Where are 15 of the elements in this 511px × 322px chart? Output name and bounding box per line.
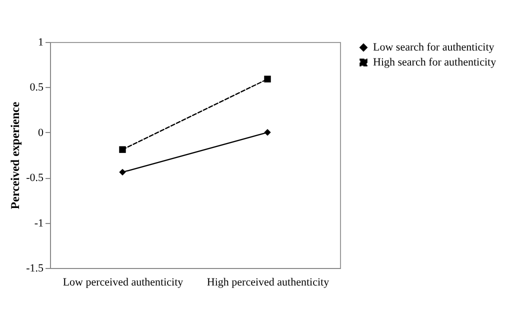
x-tick-label: Low perceived authenticity xyxy=(62,276,184,288)
y-axis-title: Perceived experience xyxy=(8,101,22,210)
y-tick-label: 0 xyxy=(38,126,44,139)
y-tick-label: -0.5 xyxy=(26,172,44,184)
point xyxy=(264,76,271,82)
point xyxy=(119,168,126,176)
x-tick-label: High perceived authenticity xyxy=(206,276,330,288)
y-tick-label: 0.5 xyxy=(30,82,44,94)
y-tick-label: -1.5 xyxy=(26,262,44,274)
y-tick-label: -1 xyxy=(34,217,44,230)
y-tick-label: 1 xyxy=(38,36,44,48)
point xyxy=(264,129,271,136)
legend-label: High search for authenticity xyxy=(373,56,497,68)
legend-label: Low search for authenticity xyxy=(373,42,495,54)
point xyxy=(119,146,126,153)
